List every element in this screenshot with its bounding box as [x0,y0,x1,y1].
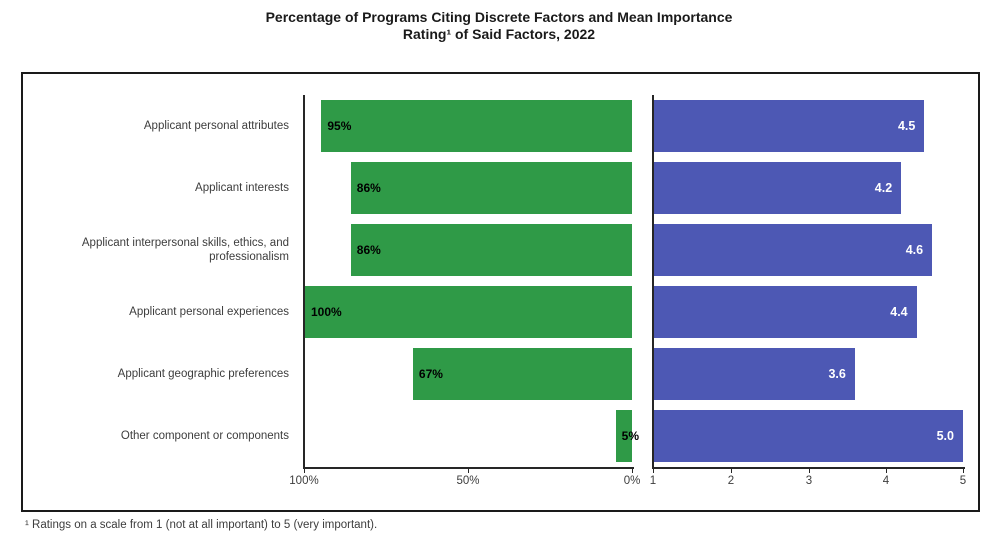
rating-bar: 4.4 [654,286,917,338]
rating-axis-tick-label: 1 [649,475,657,487]
rating-value-label: 5.0 [936,429,954,443]
chart-title-line1: Percentage of Programs Citing Discrete F… [265,9,733,25]
category-label: Applicant interpersonal skills, ethics, … [81,237,289,263]
rating-value-label: 4.5 [897,119,916,133]
rating-x-axis-line [652,467,965,469]
axis-tick [632,469,633,473]
rating-value-label: 4.4 [890,305,908,319]
percent-axis-tick-label: 0% [623,475,641,487]
chart-frame: Applicant personal attributes Applicant … [21,72,980,512]
rating-bar: 4.5 [654,100,925,152]
axis-tick [731,469,732,473]
rating-value-label: 4.6 [905,243,924,257]
axis-tick [653,469,654,473]
chart-title-line2: Rating¹ of Said Factors, 2022 [402,26,596,42]
percent-panel: 95% 86% 86% 100% 67% [303,95,639,467]
bar-row: 4.4 [654,281,963,343]
bar-row: 4.2 [654,157,963,219]
rating-value-label: 4.2 [874,181,893,195]
rating-axis-tick-label: 4 [882,475,890,487]
percent-x-axis-line [303,467,634,469]
percent-bar: 67% [412,348,632,400]
percent-value-label: 67% [418,367,443,381]
category-label: Applicant geographic preferences [117,368,289,380]
bar-row: 86% [305,157,632,219]
rating-axis-tick-label: 2 [727,475,735,487]
percent-axis-tick-label: 100% [289,475,319,487]
category-label: Applicant personal experiences [129,306,289,318]
axis-tick [468,469,469,473]
axis-tick [886,469,887,473]
axis-tick [963,469,964,473]
rating-bar: 3.6 [654,348,855,400]
bar-row: 95% [305,95,632,157]
category-label: Other component or components [120,430,289,442]
rating-panel: 4.5 4.2 4.6 4.4 3.6 [652,95,963,467]
bar-row: 67% [305,343,632,405]
percent-value-label: 86% [356,243,381,257]
footnote: ¹ Ratings on a scale from 1 (not at all … [25,519,378,531]
percent-axis-tick-label: 50% [456,475,480,487]
percent-bar: 86% [350,162,632,214]
chart-title: Percentage of Programs Citing Discrete F… [0,9,998,43]
rating-bar: 4.6 [654,224,933,276]
rating-axis-tick-label: 5 [959,475,967,487]
percent-value-label: 86% [356,181,381,195]
bar-row: 5.0 [654,405,963,467]
percent-bar: 100% [305,286,632,338]
category-labels-column: Applicant personal attributes Applicant … [23,95,295,467]
bar-row: 4.5 [654,95,963,157]
percent-bar: 5% [615,410,639,462]
rating-bar: 5.0 [654,410,963,462]
axis-tick [809,469,810,473]
axis-tick [304,469,305,473]
percent-value-label: 100% [311,305,342,319]
bar-row: 4.6 [654,219,963,281]
category-label: Applicant interests [195,182,289,194]
rating-bar: 4.2 [654,162,902,214]
bar-row: 3.6 [654,343,963,405]
rating-value-label: 3.6 [828,367,846,381]
bar-row: 100% [305,281,632,343]
percent-value-label: 5% [621,429,639,443]
category-label: Applicant personal attributes [143,120,289,132]
percent-value-label: 95% [327,119,352,133]
bar-row: 5% [305,405,639,467]
percent-bar: 86% [350,224,632,276]
percent-bar: 95% [321,100,632,152]
bar-row: 86% [305,219,632,281]
rating-axis-tick-label: 3 [805,475,813,487]
